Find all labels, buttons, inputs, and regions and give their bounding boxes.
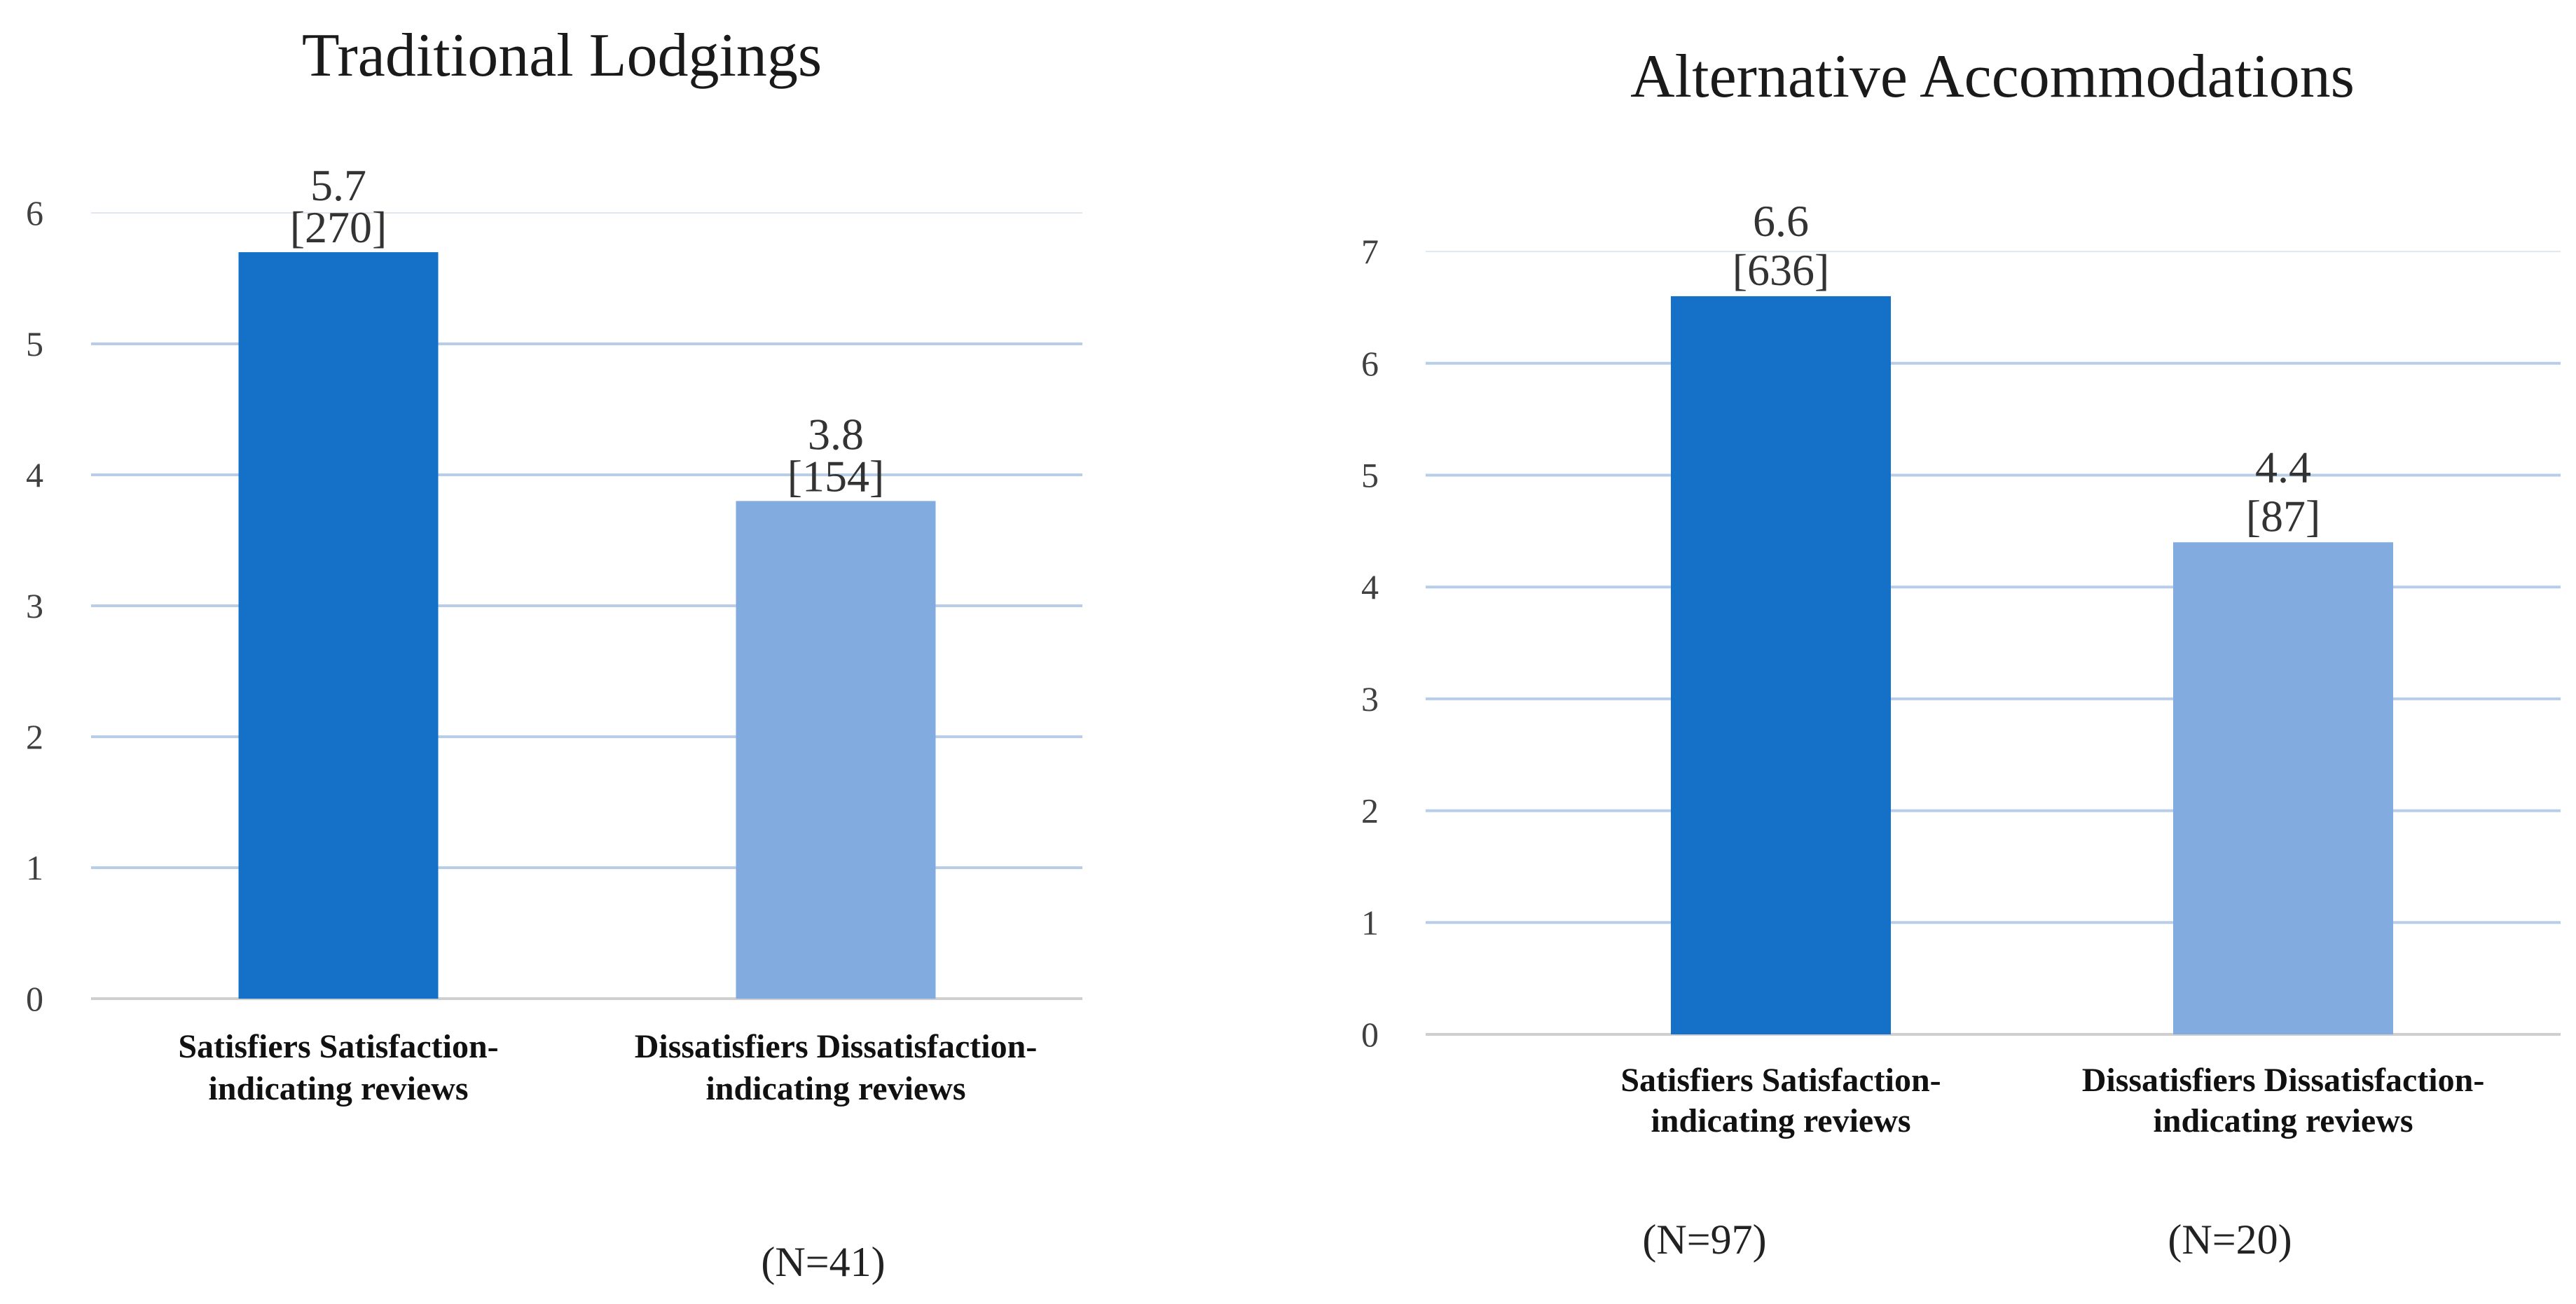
- category-label: Satisfiers Satisfaction-: [1620, 1062, 1941, 1099]
- category-label: Dissatisfiers Dissatisfaction-: [635, 1028, 1038, 1065]
- satisfiers-bar: [238, 252, 439, 999]
- chart-title: Traditional Lodgings: [302, 22, 822, 90]
- data-label-value: 5.7: [310, 160, 366, 210]
- category-label: Satisfiers Satisfaction-: [178, 1028, 498, 1065]
- y-tick-label: 6: [26, 193, 43, 233]
- y-tick-label: 1: [26, 848, 43, 887]
- chart-alternative-accommodations: 0 1 2 3 4 5 6 7 Alternative Accommodations [636]6…: [1361, 43, 2561, 1263]
- y-tick-label: 4: [1361, 567, 1379, 606]
- y-tick-label: 4: [26, 455, 43, 494]
- y-tick-label: 5: [26, 324, 43, 363]
- data-label-value: 4.4: [2255, 442, 2311, 492]
- y-tick-label: 6: [1361, 344, 1379, 383]
- y-tick-label: 0: [1361, 1015, 1379, 1054]
- y-tick-label: 1: [1361, 903, 1379, 942]
- sample-size-note: (N=41): [761, 1239, 885, 1285]
- chart-traditional-lodgings: 0 1 2 3 4 5 6 Traditional Lodgings [270]5.7 Satis…: [26, 22, 1082, 1285]
- y-tick-label: 2: [26, 717, 43, 756]
- data-label-count: [154]: [787, 451, 885, 501]
- sample-size-note: (N=97): [1642, 1216, 1766, 1263]
- chart-title: Alternative Accommodations: [1630, 43, 2355, 111]
- category-label: indicating reviews: [208, 1070, 468, 1107]
- y-tick-label: 3: [1361, 679, 1379, 719]
- data-label-count: [270]: [290, 202, 387, 252]
- y-tick-label: 5: [1361, 456, 1379, 495]
- category-label: indicating reviews: [705, 1070, 965, 1107]
- category-label: indicating reviews: [2153, 1102, 2413, 1139]
- category-label: indicating reviews: [1651, 1102, 1910, 1139]
- sample-size-note: (N=20): [2168, 1216, 2292, 1263]
- y-tick-label: 0: [26, 979, 43, 1018]
- y-tick-label: 3: [26, 586, 43, 625]
- dissatisfiers-bar: [736, 501, 936, 999]
- data-label-value: 6.6: [1753, 196, 1809, 246]
- data-label-count: [636]: [1733, 245, 1830, 295]
- category-label: Dissatisfiers Dissatisfaction-: [2082, 1062, 2485, 1099]
- data-label-value: 3.8: [808, 409, 864, 459]
- y-tick-label: 2: [1361, 791, 1379, 831]
- dissatisfiers-bar: [2173, 542, 2393, 1034]
- y-tick-label: 7: [1361, 232, 1379, 271]
- satisfiers-bar: [1671, 296, 1891, 1035]
- data-label-count: [87]: [2246, 491, 2321, 541]
